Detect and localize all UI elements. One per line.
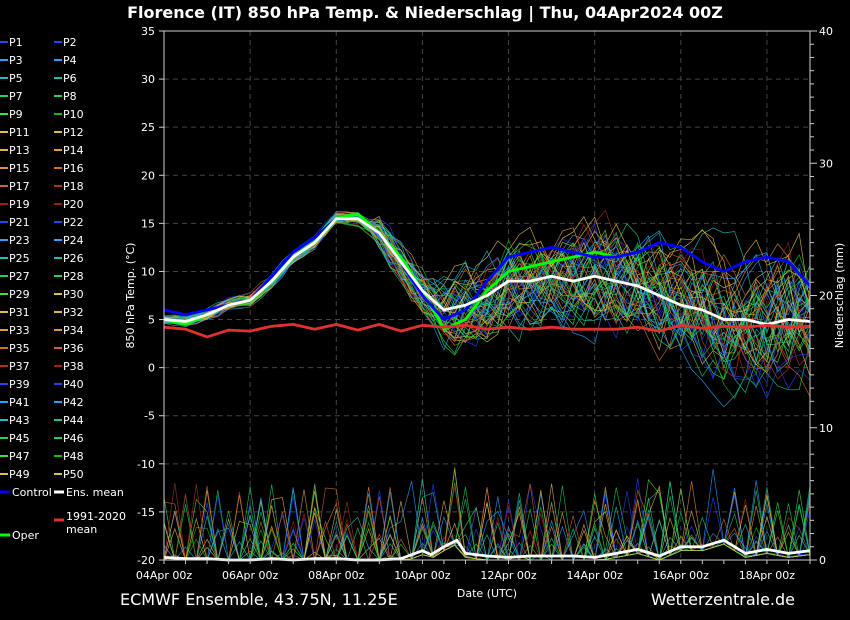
- y2-tick-label: 10: [819, 422, 833, 435]
- site-label: Wetterzentrale.de: [650, 590, 795, 609]
- y-tick-label: -20: [137, 554, 155, 567]
- y-tick-label: 15: [141, 217, 155, 230]
- legend-label: P35: [9, 342, 30, 355]
- x-tick-label: 08Apr 00z: [308, 569, 365, 582]
- x-tick-label: 18Apr 00z: [739, 569, 796, 582]
- legend: P1 P2 P3 P4 P5 P6 P7 P8 P9 P10 P11 P12 P13 P14 P15 P16 P…: [0, 36, 126, 542]
- legend-label: P7: [9, 90, 23, 103]
- legend-label: P8: [63, 90, 77, 103]
- y-tick-label: 20: [141, 169, 155, 182]
- series-line: [163, 538, 811, 562]
- legend-label: P14: [63, 144, 84, 157]
- legend-label: P37: [9, 360, 30, 373]
- member-line: [163, 216, 811, 351]
- member-line: [163, 216, 811, 362]
- legend-label: Control: [12, 486, 52, 499]
- legend-label: P19: [9, 198, 30, 211]
- x-tick-label: 06Apr 00z: [222, 569, 279, 582]
- legend-label: P31: [9, 306, 30, 319]
- legend-label: P30: [63, 288, 84, 301]
- legend-label: P34: [63, 324, 84, 337]
- legend-label: P29: [9, 288, 30, 301]
- legend-label: Oper: [12, 529, 39, 542]
- legend-label: P24: [63, 234, 84, 247]
- y-tick-label: -15: [137, 506, 155, 519]
- legend-label: P43: [9, 414, 30, 427]
- legend-label: P27: [9, 270, 30, 283]
- x-tick-label: 14Apr 00z: [567, 569, 624, 582]
- y2-tick-label: 40: [819, 25, 833, 38]
- x-tick-label: 16Apr 00z: [653, 569, 710, 582]
- legend-label: P26: [63, 252, 84, 265]
- axes: -20 -15 -10 -5 0 5 10 15 20 25 30 35 04Apr 00z 06Apr …: [124, 25, 846, 600]
- y2-tick-label: 0: [819, 554, 826, 567]
- legend-label: P2: [63, 36, 77, 49]
- legend-label: P11: [9, 126, 30, 139]
- legend-label: P18: [63, 180, 84, 193]
- legend-label: P9: [9, 108, 23, 121]
- member-line: [163, 218, 811, 323]
- legend-label: P3: [9, 54, 23, 67]
- legend-label: P16: [63, 162, 84, 175]
- legend-label: P36: [63, 342, 84, 355]
- y-tick-label: 0: [148, 362, 155, 375]
- legend-label: P42: [63, 396, 84, 409]
- legend-label: P13: [9, 144, 30, 157]
- chart-title: Florence (IT) 850 hPa Temp. & Niederschl…: [127, 3, 723, 22]
- legend-label: P47: [9, 450, 30, 463]
- legend-label: P4: [63, 54, 77, 67]
- y-tick-label: 35: [141, 25, 155, 38]
- y2-axis-label: Niederschlag (mm): [833, 243, 846, 348]
- y-tick-label: 10: [141, 265, 155, 278]
- legend-label: P20: [63, 198, 84, 211]
- legend-label: P25: [9, 252, 30, 265]
- x-axis-label: Date (UTC): [457, 587, 517, 600]
- legend-label: P41: [9, 396, 30, 409]
- legend-label: P48: [63, 450, 84, 463]
- legend-label: P22: [63, 216, 84, 229]
- legend-label: P6: [63, 72, 77, 85]
- legend-label: P49: [9, 468, 30, 481]
- y-tick-label: -5: [144, 410, 155, 423]
- legend-label: P46: [63, 432, 84, 445]
- legend-label: P32: [63, 306, 84, 319]
- legend-label: P40: [63, 378, 84, 391]
- series-line: [163, 322, 811, 339]
- series-line: [163, 217, 811, 326]
- legend-label: P23: [9, 234, 30, 247]
- y-tick-label: 30: [141, 73, 155, 86]
- y-tick-label: 25: [141, 121, 155, 134]
- y2-tick-label: 30: [819, 157, 833, 170]
- x-tick-label: 04Apr 00z: [136, 569, 193, 582]
- legend-label: P39: [9, 378, 30, 391]
- legend-label: P5: [9, 72, 23, 85]
- legend-label: P45: [9, 432, 30, 445]
- legend-label: P1: [9, 36, 23, 49]
- y-tick-label: 5: [148, 314, 155, 327]
- legend-label: 1991-2020 mean: [66, 510, 126, 536]
- y-axis-label: 850 hPa Temp. (°C): [124, 243, 137, 349]
- x-tick-label: 12Apr 00z: [480, 569, 537, 582]
- legend-label: P50: [63, 468, 84, 481]
- y2-tick-label: 20: [819, 290, 833, 303]
- series-layer: [163, 212, 812, 562]
- member-line: [163, 218, 811, 350]
- source-label: ECMWF Ensemble, 43.75N, 11.25E: [120, 590, 398, 609]
- legend-label: P28: [63, 270, 84, 283]
- legend-label: P17: [9, 180, 30, 193]
- y-tick-label: -10: [137, 458, 155, 471]
- legend-label: P38: [63, 360, 84, 373]
- legend-label: Ens. mean: [66, 486, 124, 499]
- legend-label: P15: [9, 162, 30, 175]
- legend-label: P12: [63, 126, 84, 139]
- series-line: [163, 217, 812, 321]
- legend-label: P33: [9, 324, 30, 337]
- x-tick-label: 10Apr 00z: [394, 569, 451, 582]
- legend-label: P10: [63, 108, 84, 121]
- legend-label: P21: [9, 216, 30, 229]
- legend-label: P44: [63, 414, 84, 427]
